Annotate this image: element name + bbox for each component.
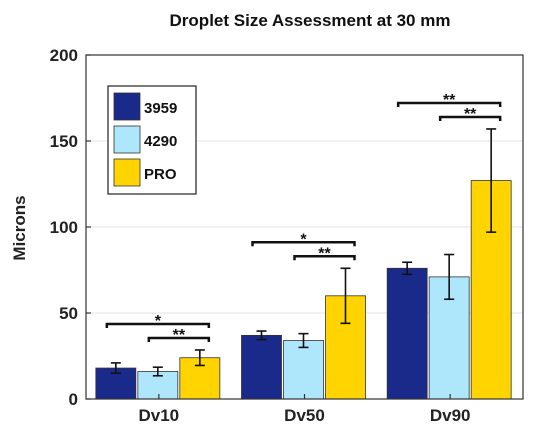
y-axis-label: Microns: [10, 195, 29, 260]
significance-label: **: [464, 106, 477, 123]
y-tick-label: 0: [69, 390, 78, 409]
axes: 0 50 100 150 200 Dv10 Dv50 Dv90: [50, 46, 524, 425]
y-tick-label: 150: [50, 132, 78, 151]
significance-label: **: [173, 327, 186, 344]
legend-swatch-PRO: [113, 158, 141, 187]
legend-swatch-3959: [113, 92, 141, 121]
significance-bracket: [293, 255, 356, 261]
legend: 3959 4290 PRO: [107, 85, 197, 195]
bar-3959-Dv50: [241, 334, 282, 400]
significance-label: **: [443, 92, 456, 109]
y-tick-label: 50: [59, 304, 78, 323]
legend-label-4290: 4290: [144, 133, 177, 150]
x-tick-label: Dv10: [139, 406, 180, 425]
x-tick-label: Dv50: [284, 406, 325, 425]
significance-bracket: [438, 115, 502, 121]
legend-swatch-4290: [113, 125, 141, 154]
significance-bracket: [105, 322, 211, 328]
legend-label-PRO: PRO: [144, 166, 177, 183]
bar-3959-Dv90: [386, 267, 428, 400]
chart-title: Droplet Size Assessment at 30 mm: [170, 11, 451, 30]
significance-brackets: **********: [105, 92, 502, 344]
x-tick-label: Dv90: [430, 406, 471, 425]
significance-bracket: [251, 241, 356, 247]
y-tick-label: 200: [50, 46, 78, 65]
significance-label: *: [155, 313, 162, 330]
bar-4290-Dv50: [283, 340, 324, 400]
significance-label: **: [318, 245, 331, 262]
error-bars: [110, 128, 497, 377]
legend-label-3959: 3959: [144, 100, 177, 117]
significance-bracket: [147, 336, 211, 342]
y-tick-label: 100: [50, 218, 78, 237]
significance-label: *: [300, 231, 307, 248]
significance-bracket: [396, 101, 502, 107]
